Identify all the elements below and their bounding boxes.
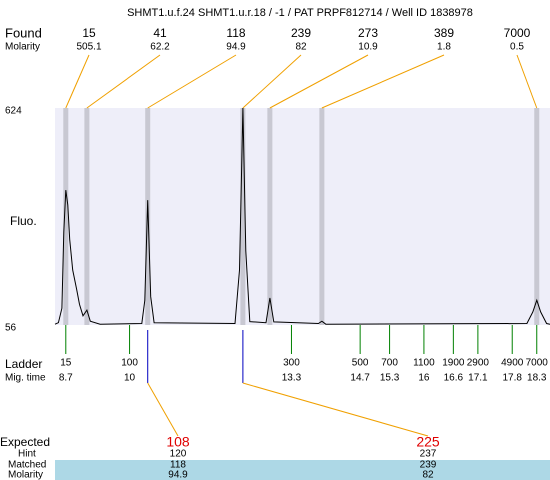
- ladder-time: 8.7: [59, 373, 73, 384]
- found-molarity: 94.9: [226, 42, 246, 53]
- found-size: 15: [82, 26, 96, 40]
- ladder-label: Ladder: [5, 357, 42, 371]
- peak-band: [84, 108, 90, 325]
- matched-value: 118: [170, 460, 186, 471]
- found-molarity: 82: [295, 42, 307, 53]
- ladder-time: 17.1: [468, 373, 488, 384]
- found-molarity: 505.1: [76, 42, 101, 53]
- peak-connector: [516, 54, 538, 109]
- ladder-size: 1900: [442, 358, 465, 369]
- ladder-size: 500: [352, 358, 369, 369]
- found-size: 7000: [504, 26, 531, 40]
- found-size: 273: [358, 26, 378, 40]
- found-size: 239: [291, 26, 311, 40]
- found-size: 118: [226, 26, 245, 40]
- found-molarity: 10.9: [358, 42, 378, 53]
- ladder-time: 10: [124, 373, 136, 384]
- y-tick-label: 624: [5, 106, 22, 117]
- ladder-size: 2900: [467, 358, 490, 369]
- ladder-time: 15.3: [380, 373, 400, 384]
- ladder-time: 16.6: [444, 373, 464, 384]
- ladder-size: 15: [60, 358, 72, 369]
- matched-label: Matched: [8, 460, 46, 471]
- title: SHMT1.u.f.24 SHMT1.u.r.18 / -1 / PAT PRP…: [127, 7, 473, 19]
- molarity-label: Molarity: [5, 42, 40, 53]
- found-molarity: 0.5: [510, 42, 524, 53]
- plot-area: [55, 108, 550, 325]
- mig-time-label: Mig. time: [5, 373, 46, 384]
- found-molarity: 1.8: [437, 42, 451, 53]
- peak-band: [267, 108, 273, 325]
- ladder-size: 7000: [526, 358, 549, 369]
- ladder-size: 4900: [501, 358, 524, 369]
- peak-band: [534, 108, 540, 325]
- found-size: 389: [434, 26, 454, 40]
- peak-band: [319, 108, 325, 325]
- ladder-time: 18.3: [527, 373, 547, 384]
- molarity-value: 94.9: [168, 470, 188, 480]
- ladder-time: 16: [418, 373, 430, 384]
- peak-connector: [65, 54, 90, 109]
- expected-connector: [242, 382, 429, 437]
- expected-label: Expected: [0, 435, 50, 449]
- peak-connector: [242, 54, 302, 109]
- peak-connector: [321, 54, 445, 109]
- ladder-time: 14.7: [350, 373, 370, 384]
- y-axis-label: Fluo.: [10, 214, 37, 228]
- molarity-value: 82: [422, 470, 434, 480]
- expected-value: 108: [166, 434, 190, 450]
- ladder-size: 700: [381, 358, 398, 369]
- y-tick-label: 56: [5, 323, 17, 334]
- peak-band: [240, 108, 246, 325]
- peak-connector: [269, 54, 369, 109]
- expected-value: 225: [416, 434, 440, 450]
- hint-value: 120: [170, 449, 187, 460]
- hint-label: Hint: [18, 449, 36, 460]
- ladder-size: 300: [283, 358, 300, 369]
- ladder-time: 17.8: [502, 373, 522, 384]
- ladder-size: 100: [121, 358, 138, 369]
- peak-connector: [147, 54, 237, 109]
- matched-value: 239: [420, 460, 437, 471]
- peak-connector: [86, 54, 161, 109]
- hint-value: 237: [420, 449, 437, 460]
- expected-connector: [147, 382, 179, 437]
- matched-band: [55, 460, 550, 480]
- ladder-size: 1100: [413, 358, 435, 369]
- found-molarity: 62.2: [150, 42, 170, 53]
- found-label: Found: [5, 25, 42, 40]
- molarity-row-label: Molarity: [8, 470, 43, 480]
- peak-band: [63, 108, 69, 325]
- trace-line: [54, 107, 550, 325]
- found-size: 41: [153, 26, 167, 40]
- ladder-time: 13.3: [282, 373, 302, 384]
